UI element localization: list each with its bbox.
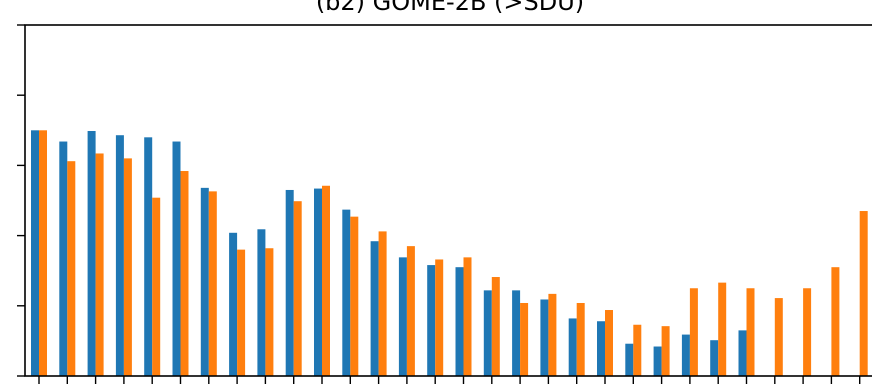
bar-series1-19 [540, 299, 549, 376]
bar-series1-4 [115, 135, 124, 376]
bar-series1-26 [738, 330, 747, 376]
bar-series1-9 [257, 229, 266, 376]
bar-series2-11 [322, 185, 330, 376]
bar-series1-13 [370, 241, 379, 376]
y-ticks [17, 24, 25, 377]
bar-series2-12 [350, 216, 359, 376]
bar-series2-8 [237, 249, 246, 376]
chart-title: (b2) GOME-2B (>SDU) [316, 0, 584, 16]
bar-series2-28 [803, 288, 812, 376]
bar-series1-18 [512, 290, 521, 376]
bar-series2-13 [378, 231, 387, 376]
bar-series1-14 [398, 257, 407, 376]
bar-series2-16 [463, 257, 472, 376]
bar-series1-24 [681, 334, 690, 376]
bar-series2-23 [661, 326, 670, 376]
bar-series2-22 [633, 324, 642, 376]
bar-series1-16 [455, 267, 464, 376]
bar-series1-25 [710, 340, 719, 376]
bar-series1-21 [597, 321, 605, 376]
bar-series1-2 [59, 141, 68, 376]
bar-series1-20 [568, 318, 577, 376]
bar-series2-1 [39, 130, 47, 376]
bar-series2-26 [746, 288, 755, 376]
bar-series2-29 [831, 267, 840, 376]
bar-series2-5 [152, 197, 161, 376]
bar-series2-24 [689, 288, 698, 376]
bar-series2-14 [406, 246, 415, 376]
bar-series2-18 [520, 302, 529, 376]
bar-series1-8 [229, 232, 238, 376]
bars-group [31, 130, 868, 376]
bar-series2-9 [265, 248, 274, 376]
bar-series1-5 [144, 137, 153, 376]
bar-series1-7 [200, 187, 209, 376]
plot-frame [24, 24, 872, 377]
bar-series2-6 [180, 171, 189, 376]
bar-series2-19 [548, 293, 557, 376]
bar-series1-10 [285, 189, 294, 376]
bar-series1-6 [172, 141, 181, 376]
bar-series2-30 [859, 211, 868, 376]
bar-series1-12 [342, 209, 351, 376]
bar-series2-17 [491, 277, 500, 376]
bar-series1-22 [625, 343, 634, 376]
bar-series2-10 [293, 201, 302, 376]
bar-series2-27 [774, 298, 783, 376]
bar-series1-3 [87, 131, 96, 376]
bar-series2-3 [95, 153, 104, 376]
bar-series1-23 [653, 346, 662, 376]
bar-series2-2 [67, 161, 76, 376]
bar-series2-4 [123, 158, 132, 376]
bar-series1-1 [31, 130, 39, 376]
bar-series2-7 [208, 191, 217, 376]
bar-series2-20 [576, 302, 585, 376]
bar-series1-11 [314, 188, 322, 376]
bar-series2-21 [605, 310, 613, 376]
bar-series2-15 [435, 259, 444, 376]
bar-series1-15 [427, 265, 436, 376]
bar-series1-17 [483, 290, 492, 376]
bar-series2-25 [718, 282, 727, 376]
x-ticks [38, 376, 861, 384]
